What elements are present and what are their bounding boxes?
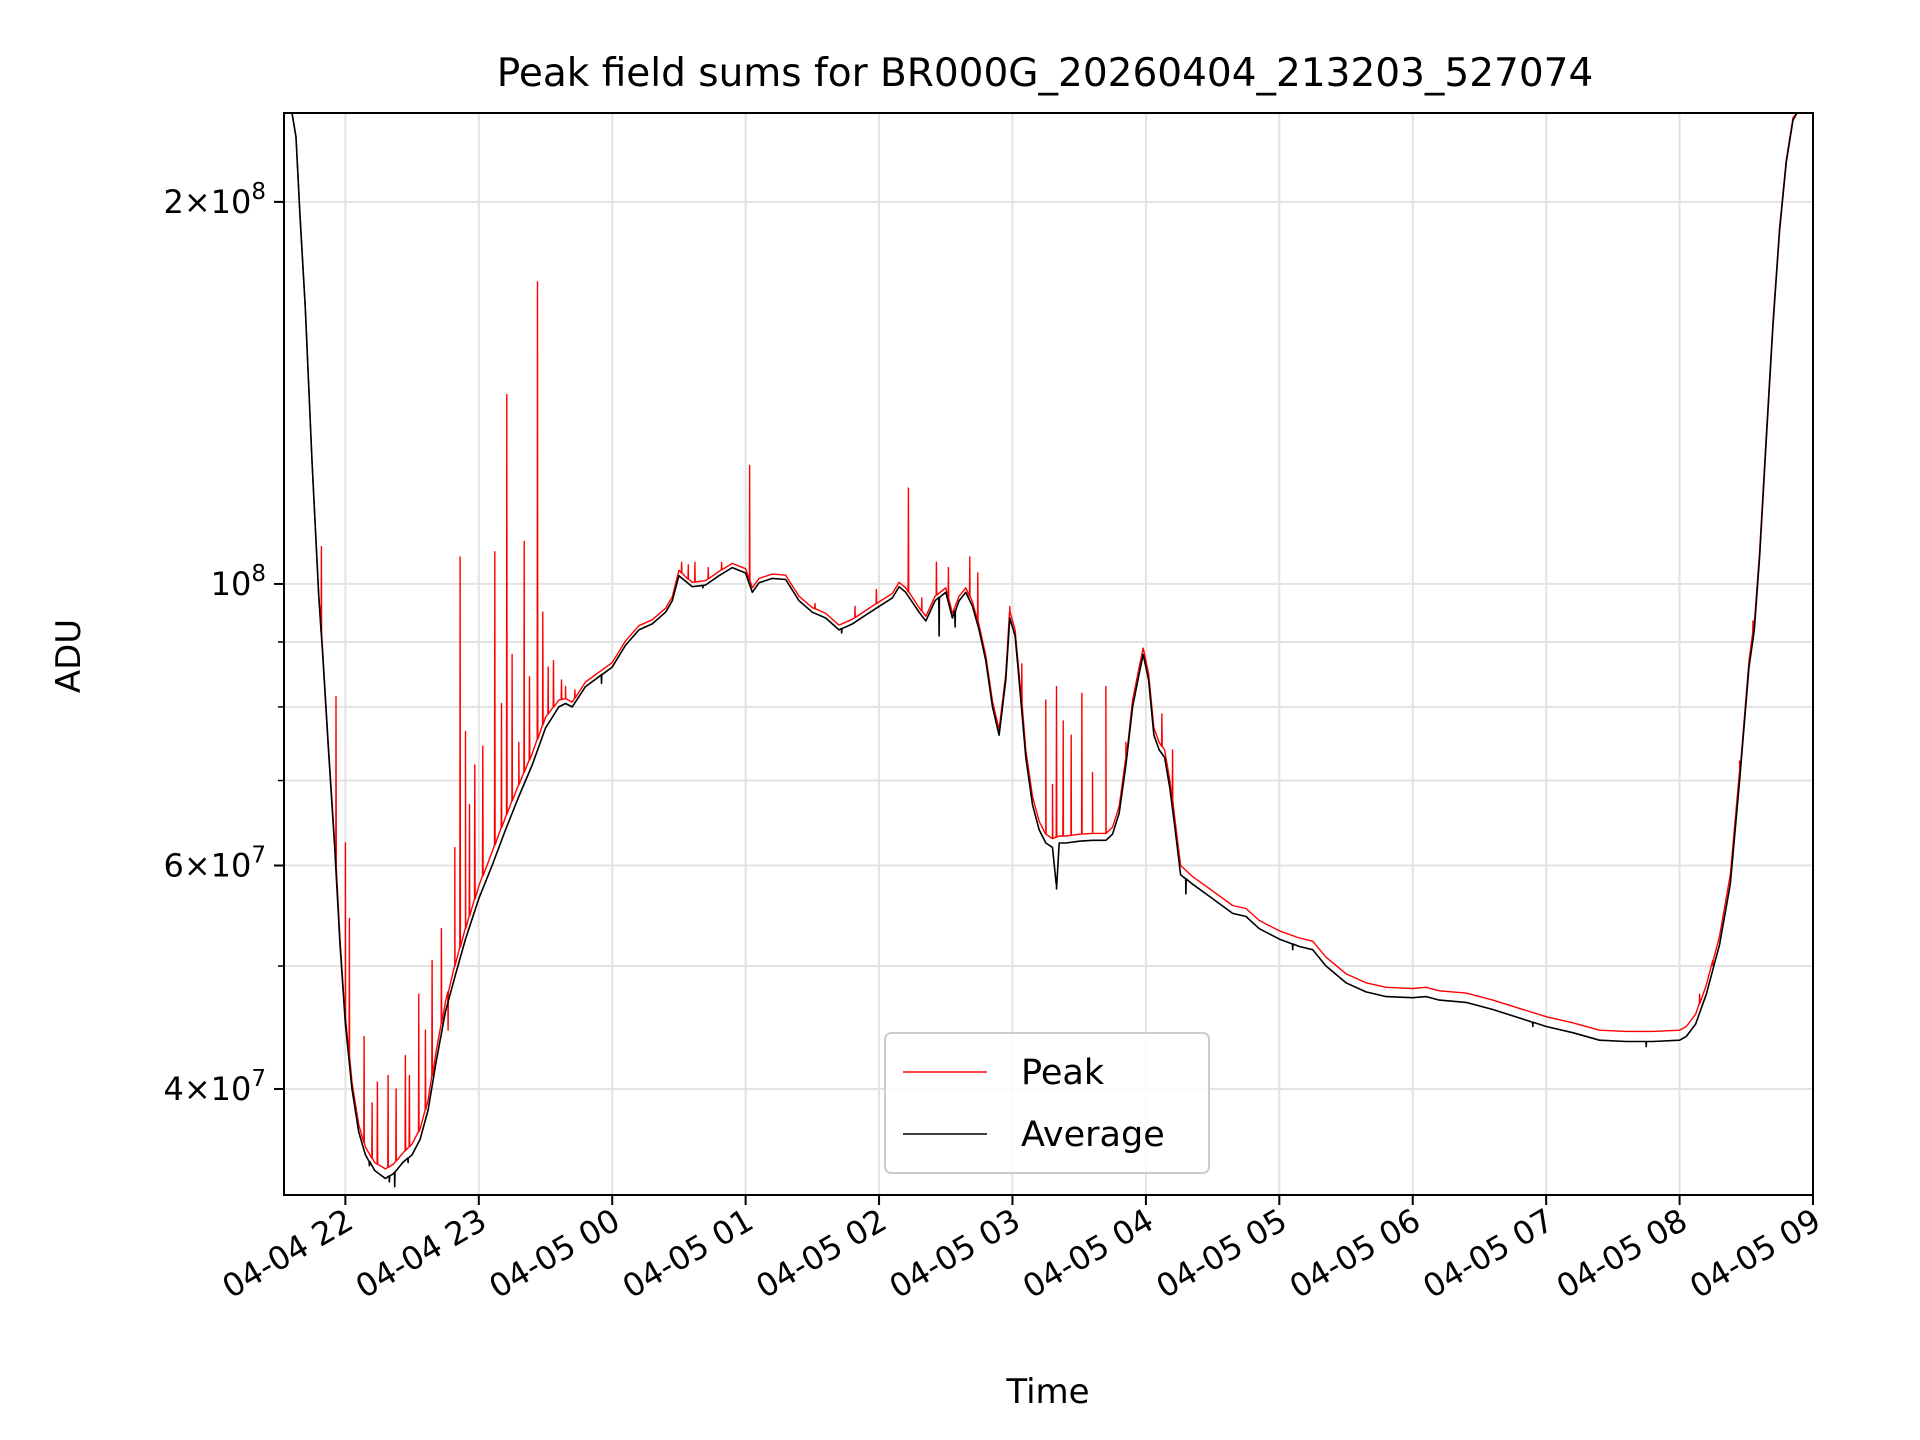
y-axis-label: ADU: [49, 619, 89, 693]
y-tick-label: 108: [211, 561, 266, 603]
legend-label-average: Average: [1021, 1115, 1165, 1155]
series-line-peak: [291, 113, 1813, 1170]
y-axis: 2×108 108 6×107 4×107: [163, 179, 284, 1108]
y-tick-label: 4×107: [163, 1066, 266, 1108]
legend-label-peak: Peak: [1021, 1053, 1105, 1093]
plot-frame: [283, 112, 1814, 1196]
chart-title: Peak field sums for BR000G_20260404_2132…: [497, 51, 1594, 96]
series-layer: [291, 113, 1813, 1188]
y-tick-label: 2×108: [163, 179, 266, 221]
y-tick-label: 6×107: [163, 842, 266, 884]
legend-box: [884, 1032, 1210, 1174]
series-line-average: [291, 113, 1813, 1188]
x-axis-label: Time: [1005, 1372, 1089, 1412]
legend: Peak Average: [884, 1032, 1210, 1174]
